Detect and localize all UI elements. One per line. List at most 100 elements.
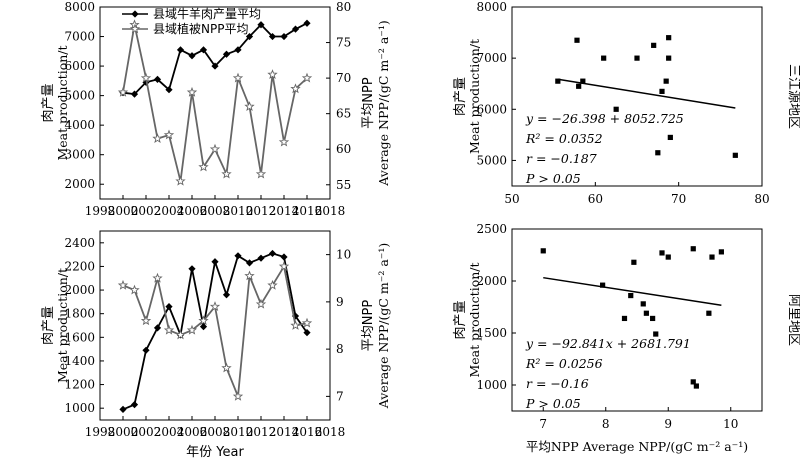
y-left-tick-label: 7000	[64, 30, 95, 44]
scatter-point	[666, 55, 672, 61]
scatter-point	[650, 315, 656, 322]
x-tick-label: 2008	[200, 425, 231, 439]
data-point-0	[188, 52, 196, 60]
y-left-tick-label: 8000	[64, 0, 95, 14]
x-tick-label: 2002	[131, 425, 162, 439]
data-point-0	[234, 46, 242, 54]
chart-ts2-production-npp-ali: 1998200020022004200620082010201220142016…	[41, 230, 391, 460]
scatter-point	[690, 246, 696, 252]
x-tick-label: 10	[723, 417, 738, 431]
data-point-1	[232, 390, 244, 401]
scatter-point	[666, 35, 672, 41]
data-point-0	[291, 25, 300, 33]
data-point-1	[117, 279, 129, 290]
y-tick-label: 1500	[476, 326, 507, 340]
x-tick-label: 8	[602, 417, 610, 431]
x-tick-label: 2016	[292, 204, 323, 218]
x-tick-label: 2000	[108, 204, 139, 218]
y-right-tick-label: 65	[336, 107, 351, 121]
stats-annotation: P > 0.05	[525, 171, 581, 186]
x-tick-label: 2010	[223, 425, 254, 439]
x-tick-label: 2018	[315, 204, 346, 218]
x-tick-label: 1998	[85, 204, 116, 218]
data-point-0	[303, 19, 311, 27]
data-point-1	[221, 168, 232, 179]
y-right-tick-label: 80	[336, 0, 351, 14]
scatter-point	[631, 259, 637, 265]
scatter-point	[706, 310, 712, 316]
y-left-tick-label: 1400	[64, 354, 95, 368]
scatter-point	[651, 42, 657, 48]
stats-annotation: P > 0.05	[525, 396, 581, 411]
data-point-1	[186, 324, 198, 335]
y-right-tick-label: 10	[336, 248, 351, 262]
scatter-point	[643, 310, 649, 316]
x-tick-label: 2006	[177, 204, 208, 218]
legend-label: 县域植被NPP平均	[153, 21, 248, 36]
data-point-0	[222, 50, 231, 58]
y-tick-label: 6000	[476, 102, 507, 116]
x-tick-label: 60	[588, 192, 603, 206]
scatter-point	[613, 106, 619, 112]
data-point-1	[198, 161, 209, 172]
stats-annotation: R² = 0.0256	[525, 356, 603, 371]
x-axis-label: 年份 Year	[186, 445, 244, 460]
data-point-1	[140, 315, 152, 326]
region-side-label: 阿里地区	[786, 294, 800, 346]
y-label-cn: 肉产量	[453, 77, 468, 116]
y-left-tick-label: 1200	[64, 378, 95, 392]
y-left-tick-label: 2400	[64, 236, 95, 250]
scatter-point	[628, 292, 634, 299]
scatter-point	[732, 152, 738, 158]
y-right-label-cn: 平均NPP	[361, 77, 376, 129]
y-right-tick-label: 60	[336, 142, 351, 156]
series-line-1	[122, 24, 308, 182]
y-left-tick-label: 2000	[64, 177, 95, 191]
y-tick-label: 7000	[476, 51, 507, 65]
y-left-tick-label: 1000	[64, 401, 95, 415]
data-point-1	[278, 136, 290, 147]
x-tick-label: 50	[504, 192, 519, 206]
y-label-cn: 肉产量	[453, 300, 468, 339]
data-point-0	[257, 21, 265, 29]
data-point-0	[268, 32, 277, 41]
x-tick-label: 2014	[269, 204, 300, 218]
scatter-point	[663, 78, 669, 84]
data-point-1	[267, 69, 278, 79]
data-point-1	[152, 272, 163, 283]
scatter-point	[634, 55, 640, 61]
data-point-1	[163, 129, 175, 140]
scatter-point	[621, 315, 628, 322]
data-point-1	[129, 284, 140, 295]
data-point-0	[153, 75, 162, 83]
scatter-point	[576, 83, 582, 89]
data-point-0	[245, 32, 254, 41]
y-left-tick-label: 2000	[64, 283, 95, 297]
trend-line	[543, 276, 722, 306]
x-tick-label: 2016	[292, 425, 323, 439]
y-tick-label: 2000	[476, 274, 507, 288]
data-point-0	[165, 86, 173, 94]
data-point-1	[163, 324, 175, 335]
data-point-1	[255, 298, 267, 309]
data-point-1	[117, 86, 129, 97]
stats-annotation: R² = 0.0352	[525, 131, 603, 146]
y-left-tick-label: 4000	[64, 118, 95, 132]
legend-label: 县域牛羊肉产量平均	[153, 6, 261, 21]
x-tick-label: 80	[754, 192, 769, 206]
data-point-1	[152, 133, 163, 143]
y-right-label-cn: 平均NPP	[361, 300, 376, 352]
region-side-label: 三江源地区	[786, 64, 800, 129]
data-point-1	[301, 72, 313, 83]
stats-annotation: y = −26.398 + 8052.725	[525, 111, 684, 126]
scatter-point	[540, 248, 546, 254]
x-tick-label: 2014	[269, 425, 300, 439]
data-point-1	[209, 301, 221, 312]
data-point-1	[290, 320, 301, 330]
y-left-tick-label: 5000	[64, 89, 95, 103]
y-left-label-en: Meat production/t	[55, 268, 70, 383]
data-point-0	[245, 259, 254, 267]
series-line-1	[122, 263, 308, 397]
data-point-1	[232, 72, 244, 83]
y-right-tick-label: 55	[336, 178, 351, 192]
